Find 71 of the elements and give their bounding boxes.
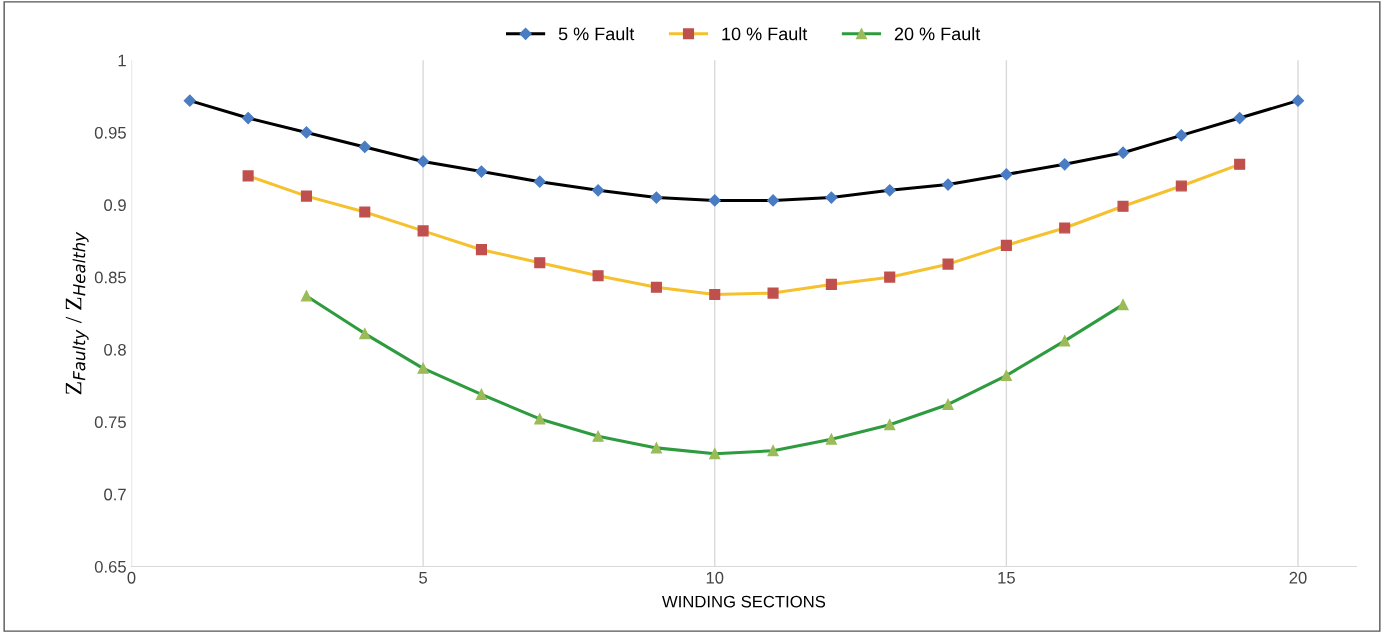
- legend-label: 10 % Fault: [722, 27, 808, 41]
- point: [884, 271, 896, 283]
- point: [825, 191, 838, 204]
- legend-label: 5 % Fault: [558, 27, 635, 41]
- point: [1000, 369, 1012, 382]
- point: [1234, 158, 1246, 170]
- point: [1175, 129, 1188, 142]
- point: [1117, 299, 1129, 311]
- x-tick-label: 20: [1289, 571, 1307, 584]
- point: [941, 178, 955, 191]
- point: [825, 433, 837, 445]
- point: [767, 445, 779, 457]
- point: [300, 190, 313, 202]
- point: [534, 257, 546, 269]
- point: [767, 287, 779, 299]
- point: [709, 288, 721, 301]
- point: [709, 448, 721, 460]
- x-tick-label: 0: [127, 571, 136, 584]
- point: [1291, 94, 1305, 107]
- y-tick-label: 1: [118, 54, 126, 67]
- point: [942, 258, 954, 270]
- point: [1059, 335, 1071, 347]
- point: [650, 281, 662, 293]
- point: [942, 398, 954, 411]
- point: [183, 94, 196, 107]
- point: [1117, 200, 1129, 212]
- point: [1000, 239, 1012, 251]
- y-tick-label: 0.7: [104, 488, 126, 501]
- point: [1175, 180, 1187, 192]
- x-tick-label: 15: [998, 572, 1015, 584]
- legend-label: 20 % Fault: [894, 27, 981, 41]
- y-tick-label: 0.9: [104, 199, 126, 212]
- x-tick-label: 10: [706, 571, 724, 584]
- point: [300, 290, 313, 302]
- point: [591, 184, 605, 197]
- point: [359, 206, 371, 218]
- point: [475, 244, 487, 256]
- point: [417, 225, 429, 237]
- point: [1233, 111, 1246, 125]
- point: [475, 165, 488, 178]
- point: [417, 155, 430, 168]
- y-tick-label: 0.75: [94, 416, 126, 429]
- y-tick-label: 0.85: [94, 271, 126, 284]
- point: [242, 111, 255, 125]
- point: [533, 175, 546, 188]
- point: [650, 191, 663, 204]
- point: [1000, 168, 1013, 181]
- point: [1058, 158, 1071, 171]
- point: [417, 362, 429, 374]
- point: [534, 413, 546, 425]
- point: [300, 126, 313, 139]
- point: [358, 140, 371, 154]
- point: [825, 278, 837, 290]
- point: [883, 184, 896, 197]
- x-axis-title: WINDING SECTIONS: [662, 595, 826, 608]
- point: [359, 328, 371, 340]
- point: [242, 170, 254, 182]
- y-tick-label: 0.65: [94, 560, 126, 573]
- point: [1059, 222, 1071, 234]
- y-axis-title: Z$_{Faulty}$ / Z$_{Healthy}$: [65, 231, 89, 395]
- x-tick-label: 5: [419, 572, 428, 584]
- point: [766, 194, 780, 207]
- point: [650, 442, 662, 454]
- point: [1116, 146, 1130, 159]
- point: [592, 270, 604, 282]
- y-tick-label: 0.95: [94, 126, 126, 139]
- point: [475, 388, 487, 400]
- point: [884, 419, 896, 431]
- point: [708, 194, 721, 207]
- point: [592, 430, 604, 442]
- y-tick-label: 0.8: [104, 343, 126, 356]
